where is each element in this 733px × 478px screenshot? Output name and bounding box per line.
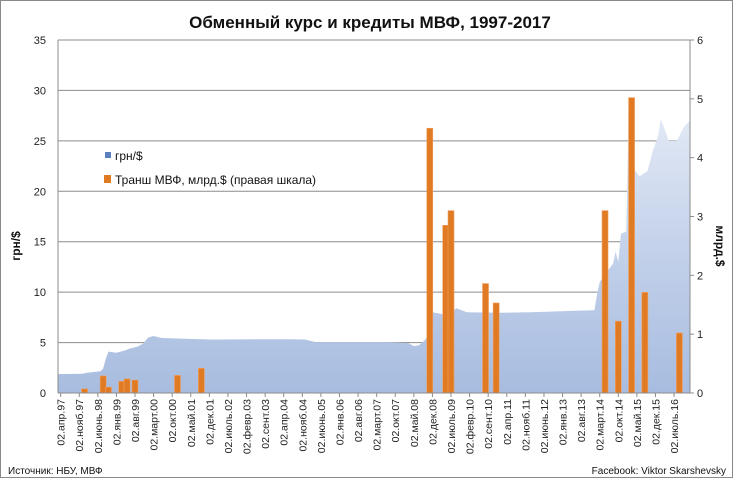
x-tick-label: 02.март.14 [595,399,607,451]
left-tick-label: 10 [34,287,46,299]
legend-label-rate: грн/$ [115,149,143,163]
tranche-bar [426,127,434,394]
imf-tranche-bars [81,97,683,394]
x-tick-label: 02.июнь.98 [93,399,105,453]
right-tick-label: 4 [697,153,703,165]
x-tick-label: 02.нояб.04 [297,399,309,452]
right-tick-label: 0 [697,388,703,400]
x-axis-ticks: 02.апр.97 02.нояб.97 02.июнь.98 02.янв.99 02… [56,393,681,454]
x-tick-label: 02.апр.11 [502,399,514,445]
x-tick-label: 02.апр.97 [56,399,68,446]
x-tick-label: 02.июнь.12 [539,399,551,453]
exchange-rate-area [58,90,690,394]
x-tick-label: 02.дек.01 [204,399,216,445]
tranche-bar [615,320,622,394]
x-tick-label: 02.авг.99 [130,399,142,442]
left-tick-label: 0 [40,388,46,400]
x-tick-label: 02.июнь.05 [316,399,328,453]
right-tick-label: 3 [697,212,703,224]
tranche-bar [601,210,609,394]
x-tick-label: 02.авг.13 [576,399,588,442]
x-tick-label: 02.февр.10 [465,399,477,454]
legend-label-tranche: Транш МВФ, млрд.$ (правая шкала) [115,173,316,187]
x-tick-label: 02.сент.10 [483,399,495,449]
x-tick-label: 02.окт.00 [167,399,179,443]
legend-swatch-rate [105,152,111,158]
left-tick-label: 20 [34,186,46,198]
chart-title: Обменный курс и кредиты МВФ, 1997-2017 [189,13,551,32]
x-tick-label: 02.сент.03 [260,399,272,449]
tranche-bar [123,378,131,394]
tranche-bar [676,332,683,394]
tranche-bar [131,379,139,394]
tranche-bar [81,388,88,394]
tranche-bar [482,283,489,394]
x-tick-label: 02.май.08 [409,399,421,447]
x-tick-label: 02.февр.03 [242,399,254,454]
x-tick-label: 02.июль.16 [669,399,681,453]
tranche-bar [492,302,500,394]
x-tick-label: 02.март.07 [372,399,384,451]
x-tick-label: 02.окт.14 [613,399,625,443]
right-axis-label: млрд.$ [713,225,727,266]
x-tick-label: 02.янв.13 [558,399,570,445]
tranche-bar [198,367,205,394]
left-tick-label: 30 [34,85,46,97]
x-tick-label: 02.янв.06 [335,399,347,445]
right-tick-label: 5 [697,94,703,106]
left-axis-label: грн/$ [9,231,23,261]
tranche-bar [641,292,649,394]
x-tick-label: 02.дек.15 [651,399,663,445]
tranche-bar [105,386,112,394]
tranche-bar [628,97,635,394]
x-tick-label: 02.окт.07 [390,399,402,443]
right-tick-label: 6 [697,35,703,47]
x-tick-label: 02.май.15 [632,399,644,447]
tranche-bar [447,210,455,394]
x-tick-label: 02.нояб.97 [74,399,86,452]
left-tick-label: 15 [34,237,46,249]
x-tick-label: 02.дек.08 [427,399,439,445]
right-axis-ticks: 0 1 2 3 4 5 6 [690,35,703,400]
legend: грн/$ Транш МВФ, млрд.$ (правая шкала) [104,149,316,187]
x-tick-label: 02.май.01 [186,399,198,447]
x-tick-label: 02.март.00 [149,399,161,451]
left-axis-ticks: 0 5 10 15 20 25 30 35 [34,35,46,400]
right-tick-label: 2 [697,270,703,282]
x-tick-label: 02.июль.02 [223,399,235,453]
x-tick-label: 02.июль.09 [446,399,458,453]
exchange-rate-area-group [58,90,690,394]
x-tick-label: 02.янв.99 [111,399,123,445]
x-tick-label: 02.апр.04 [279,399,291,446]
left-tick-label: 5 [40,338,46,350]
right-tick-label: 1 [697,329,703,341]
left-tick-label: 25 [34,136,46,148]
credit-note: Facebook: Viktor Skarshevsky [592,466,726,477]
x-tick-label: 02.нояб.11 [520,399,532,451]
tranche-bar [174,375,181,394]
legend-swatch-tranche [104,175,111,183]
source-note: Источник: НБУ, МВФ [8,466,103,477]
x-tick-label: 02.авг.06 [353,399,365,442]
left-tick-label: 35 [34,35,46,47]
